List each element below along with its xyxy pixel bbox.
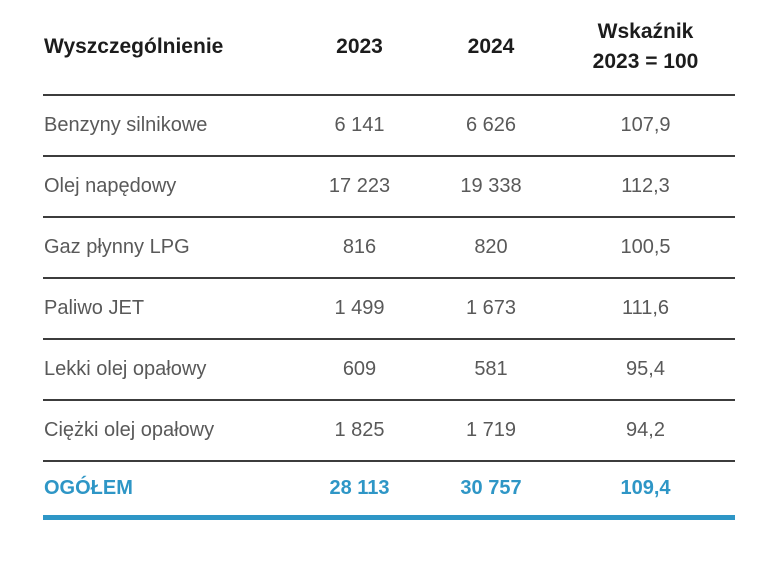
row-label: Benzyny silnikowe — [43, 95, 293, 157]
header-2024: 2024 — [426, 0, 556, 96]
row-value-2023: 17 223 — [293, 156, 426, 218]
row-index: 100,5 — [556, 217, 735, 279]
row-value-2023: 609 — [293, 339, 426, 401]
row-value-2023: 1 499 — [293, 278, 426, 340]
table-row: Ciężki olej opałowy 1 825 1 719 94,2 — [43, 400, 735, 462]
row-value-2023: 1 825 — [293, 400, 426, 462]
header-wyszczegolnienie: Wyszczególnienie — [43, 0, 293, 96]
table-row: Gaz płynny LPG 816 820 100,5 — [43, 217, 735, 279]
row-index: 111,6 — [556, 278, 735, 340]
row-label: Olej napędowy — [43, 156, 293, 218]
table-row: Benzyny silnikowe 6 141 6 626 107,9 — [43, 95, 735, 157]
total-value-2023: 28 113 — [293, 461, 426, 520]
row-label: Ciężki olej opałowy — [43, 400, 293, 462]
row-value-2024: 19 338 — [426, 156, 556, 218]
row-value-2024: 581 — [426, 339, 556, 401]
row-value-2024: 6 626 — [426, 95, 556, 157]
row-value-2024: 1 719 — [426, 400, 556, 462]
header-row: Wyszczególnienie 2023 2024 Wskaźnik 2023… — [43, 0, 735, 96]
row-value-2024: 820 — [426, 217, 556, 279]
fuel-deliveries-table: Wyszczególnienie 2023 2024 Wskaźnik 2023… — [43, 0, 735, 520]
total-index: 109,4 — [556, 461, 735, 520]
header-wskaznik-line1: Wskaźnik — [597, 20, 694, 44]
row-index: 112,3 — [556, 156, 735, 218]
row-value-2024: 1 673 — [426, 278, 556, 340]
header-wskaznik: Wskaźnik 2023 = 100 — [556, 0, 735, 96]
header-wskaznik-line2: 2023 = 100 — [592, 50, 699, 73]
total-label: OGÓŁEM — [43, 461, 293, 520]
total-row: OGÓŁEM 28 113 30 757 109,4 — [43, 461, 735, 520]
table-row: Paliwo JET 1 499 1 673 111,6 — [43, 278, 735, 340]
row-value-2023: 816 — [293, 217, 426, 279]
row-label: Lekki olej opałowy — [43, 339, 293, 401]
row-label: Paliwo JET — [43, 278, 293, 340]
table-row: Lekki olej opałowy 609 581 95,4 — [43, 339, 735, 401]
row-value-2023: 6 141 — [293, 95, 426, 157]
row-index: 107,9 — [556, 95, 735, 157]
row-index: 94,2 — [556, 400, 735, 462]
row-index: 95,4 — [556, 339, 735, 401]
row-label: Gaz płynny LPG — [43, 217, 293, 279]
header-2023: 2023 — [293, 0, 426, 96]
total-value-2024: 30 757 — [426, 461, 556, 520]
table-body: Benzyny silnikowe 6 141 6 626 107,9 Olej… — [43, 95, 735, 462]
table-row: Olej napędowy 17 223 19 338 112,3 — [43, 156, 735, 218]
